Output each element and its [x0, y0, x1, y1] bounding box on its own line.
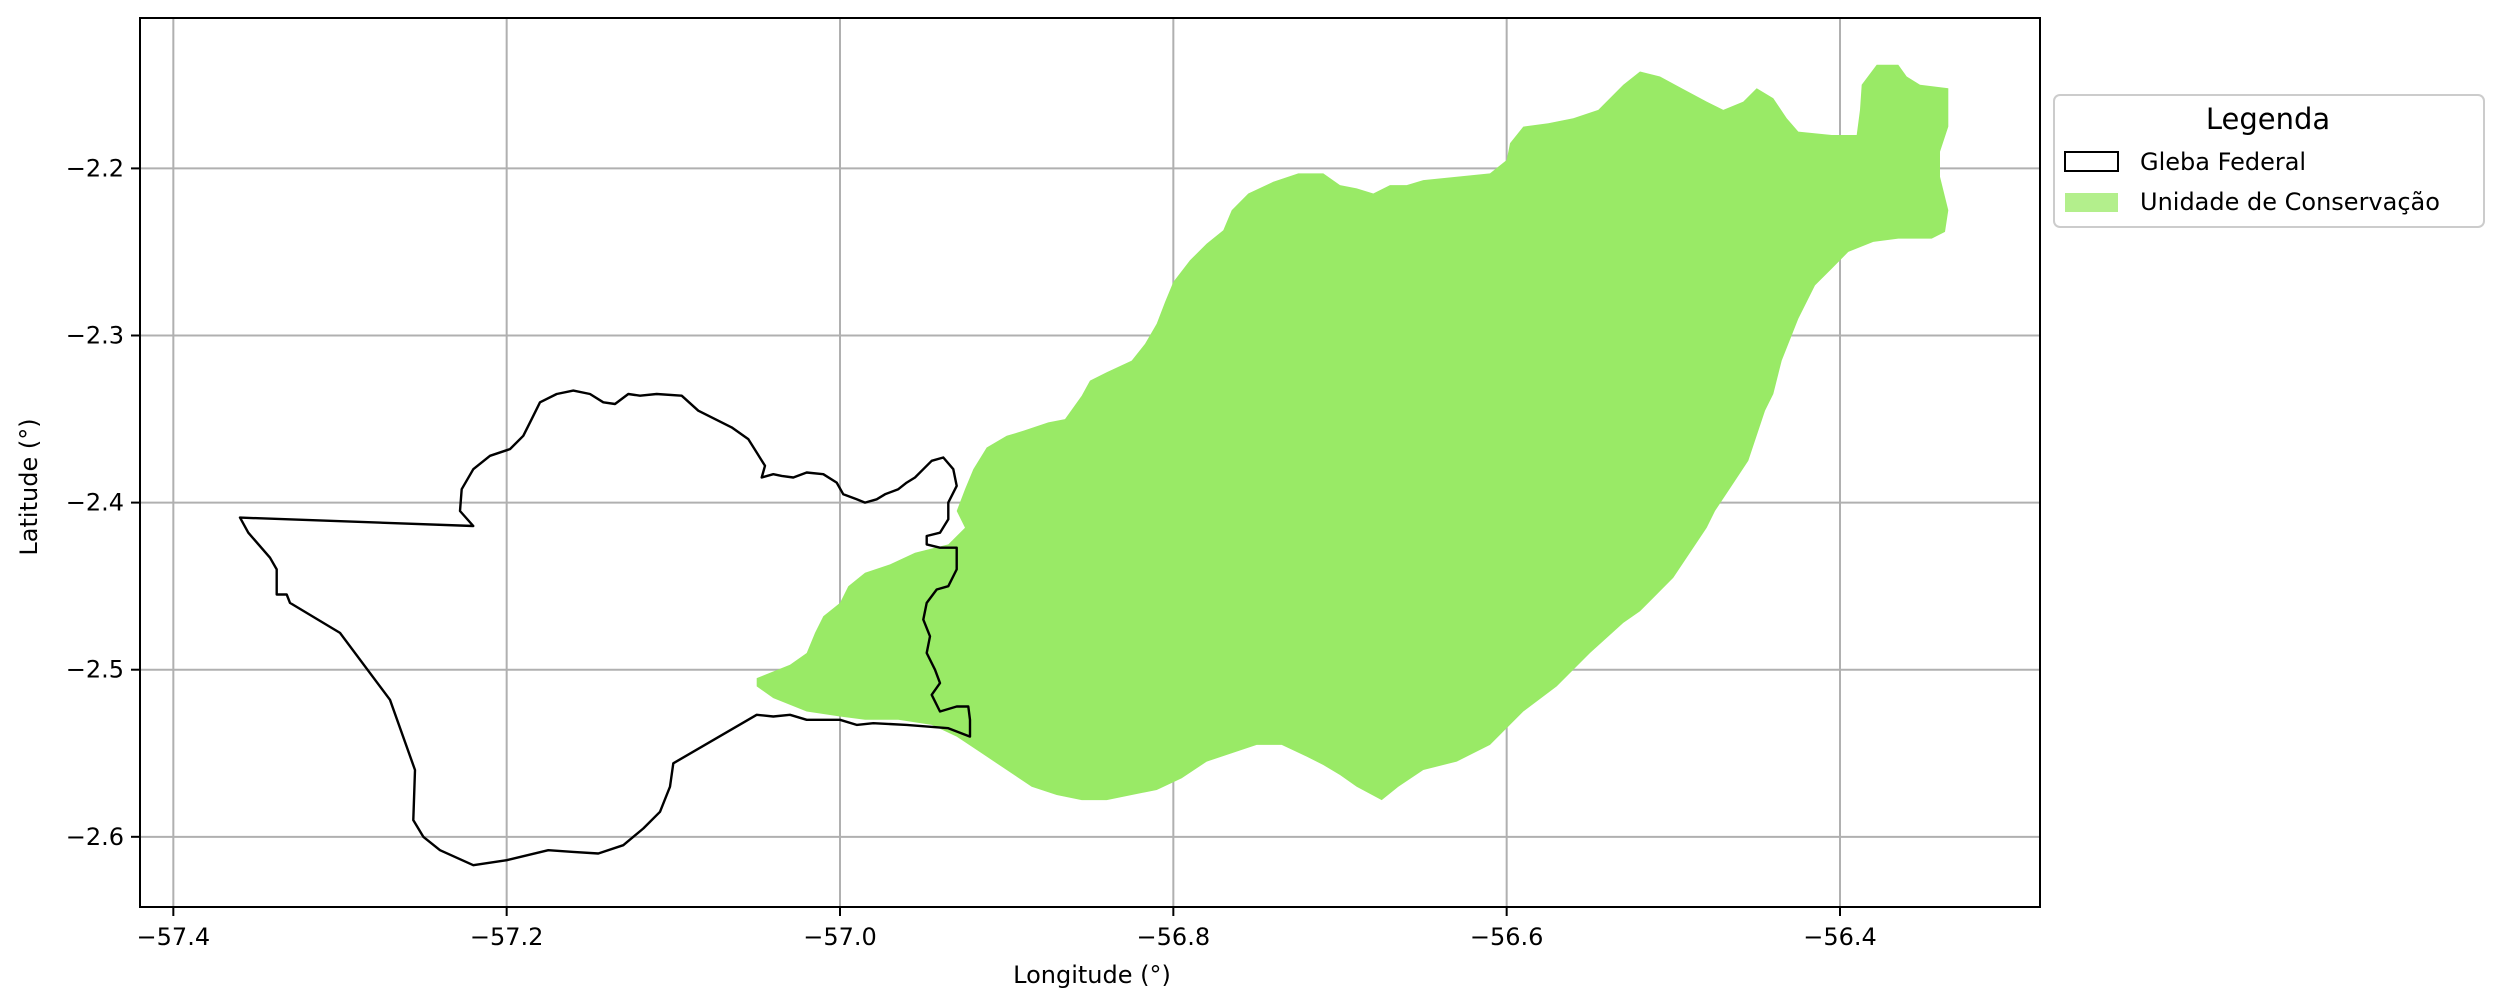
- y-tick-label: −2.2: [66, 154, 124, 182]
- legend-label-gleba: Gleba Federal: [2140, 148, 2306, 176]
- legend-swatch-unidade: [2065, 193, 2118, 212]
- legend-box: [2053, 94, 2485, 228]
- gleba-federal-outline: [238, 389, 972, 867]
- legend: Legenda Gleba Federal Unidade de Conserv…: [2053, 94, 2485, 228]
- x-tick-label: −56.4: [1803, 923, 1877, 951]
- map-layers: [238, 64, 1949, 867]
- y-tick-label: −2.3: [66, 322, 124, 350]
- x-tick-label: −57.2: [470, 923, 544, 951]
- y-tick-label: −2.4: [66, 489, 124, 517]
- legend-title: Legenda: [2206, 102, 2330, 136]
- x-tick-label: −56.8: [1137, 923, 1211, 951]
- legend-label-unidade: Unidade de Conservação: [2140, 188, 2440, 216]
- x-axis-label: Longitude (°): [1013, 961, 1171, 989]
- y-axis-label: Latitude (°): [15, 418, 43, 555]
- y-axis-ticks: −2.2 −2.3 −2.4 −2.5 −2.6: [66, 154, 140, 851]
- y-tick-label: −2.6: [66, 823, 124, 851]
- x-tick-label: −57.0: [803, 923, 877, 951]
- x-axis-ticks: −57.4 −57.2 −57.0 −56.8 −56.6 −56.4: [137, 907, 1877, 951]
- x-tick-label: −56.6: [1470, 923, 1544, 951]
- y-tick-label: −2.5: [66, 656, 124, 684]
- x-tick-label: −57.4: [137, 923, 211, 951]
- axes-frame: [139, 17, 2041, 908]
- unidade-conservacao-polygon: [756, 64, 1949, 801]
- legend-swatch-gleba: [2064, 151, 2119, 172]
